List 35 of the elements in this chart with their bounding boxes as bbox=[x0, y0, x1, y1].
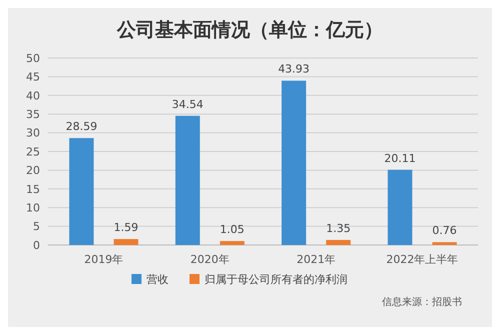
chart-title: 公司基本面情况（单位：亿元） bbox=[116, 19, 383, 41]
y-tick-label: 5 bbox=[33, 220, 40, 234]
legend-label: 归属于母公司所有者的净利润 bbox=[204, 272, 348, 286]
data-label: 1.59 bbox=[114, 221, 138, 234]
data-label: 1.05 bbox=[220, 223, 244, 236]
y-tick-label: 50 bbox=[26, 52, 40, 65]
data-label: 28.59 bbox=[66, 120, 98, 134]
bar bbox=[388, 170, 412, 245]
data-label: 43.93 bbox=[278, 62, 310, 76]
bar bbox=[220, 241, 244, 245]
y-tick-label: 10 bbox=[26, 201, 40, 214]
bar bbox=[69, 138, 94, 245]
y-tick-label: 25 bbox=[26, 145, 40, 158]
x-tick-label: 2021年 bbox=[296, 253, 336, 266]
y-tick-label: 30 bbox=[26, 126, 40, 140]
bar bbox=[326, 240, 351, 245]
data-label: 20.11 bbox=[384, 152, 416, 165]
bar bbox=[175, 116, 200, 245]
y-tick-label: 15 bbox=[26, 182, 40, 196]
text: 信息来源：招股书 bbox=[382, 296, 462, 308]
bar bbox=[114, 239, 138, 245]
data-label: 1.35 bbox=[326, 222, 351, 235]
x-tick-label: 2020年 bbox=[190, 253, 230, 266]
y-tick-label: 45 bbox=[26, 70, 40, 84]
y-tick-label: 0 bbox=[33, 238, 40, 252]
y-tick-label: 40 bbox=[26, 89, 40, 102]
bar bbox=[282, 80, 306, 245]
y-tick-label: 20 bbox=[26, 164, 40, 178]
data-label: 0.76 bbox=[432, 224, 457, 238]
legend-label: 营收 bbox=[146, 272, 168, 286]
x-tick-label: 2019年 bbox=[84, 253, 124, 266]
data-label: 34.54 bbox=[172, 98, 204, 111]
x-tick-label: 2022年上半年 bbox=[386, 253, 458, 266]
y-tick-label: 35 bbox=[26, 108, 40, 121]
bar bbox=[432, 242, 457, 245]
